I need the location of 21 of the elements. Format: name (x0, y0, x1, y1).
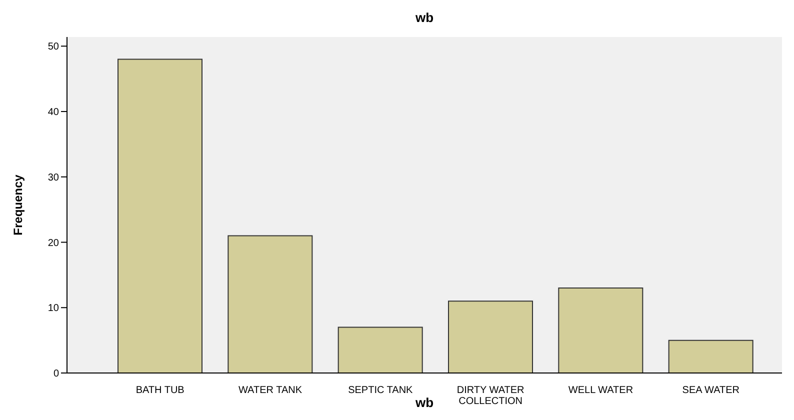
y-tick-label: 10 (48, 303, 60, 314)
bar (228, 235, 313, 373)
x-tick-label: DIRTY WATER COLLECTION (456, 385, 524, 407)
y-tick-label: 0 (53, 368, 60, 380)
x-tick-label: WELL WATER (568, 385, 634, 396)
y-axis-title: Frequency (11, 174, 25, 236)
bar (338, 326, 423, 373)
x-tick-label: BATH TUB (136, 385, 185, 396)
x-tick-label: SEPTIC TANK (348, 385, 414, 396)
x-tick-label: SEA WATER (682, 385, 740, 396)
bar (448, 300, 533, 373)
y-tick-label: 50 (48, 42, 60, 53)
y-tick-label: 30 (48, 172, 60, 184)
chart-title: wb (414, 10, 435, 25)
bar (558, 288, 644, 373)
bar (668, 340, 754, 373)
bar (118, 58, 202, 373)
y-tick-label: 20 (48, 238, 60, 249)
x-axis-title: wb (415, 395, 434, 410)
x-tick-label: WATER TANK (238, 385, 302, 396)
y-tick-label: 40 (48, 107, 60, 118)
